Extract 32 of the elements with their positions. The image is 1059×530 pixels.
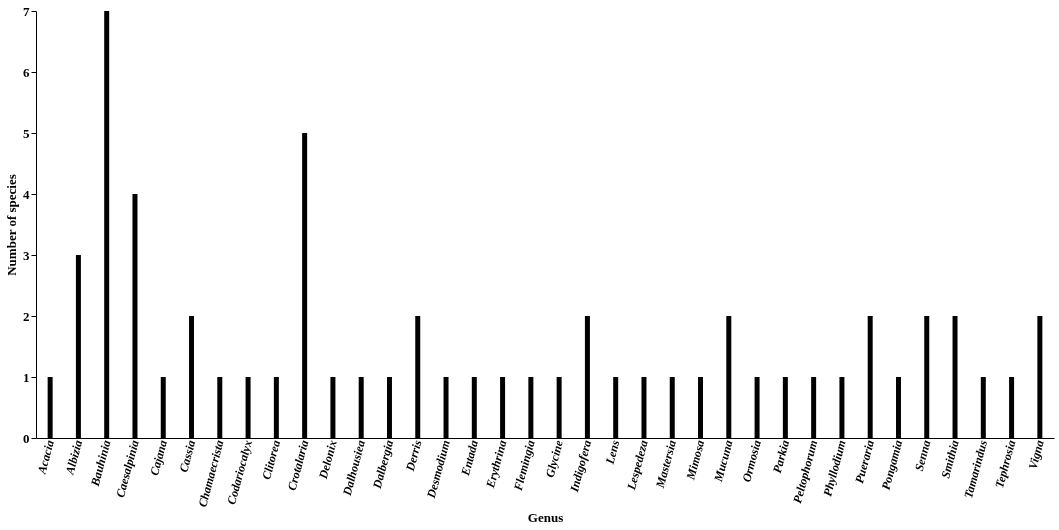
x-tick-label: Mucuna <box>710 438 736 484</box>
x-tick-label: Entada <box>457 438 482 479</box>
x-tick-label: Cassia <box>176 438 199 474</box>
y-tick-label: 2 <box>23 308 30 324</box>
x-tick-label: Mastersia <box>652 438 680 491</box>
x-tick-label: Bauhinia <box>87 438 114 489</box>
x-tick-label: Pongamia <box>878 438 906 492</box>
x-tick-label: Vigna <box>1025 438 1047 471</box>
y-axis-title: Number of species <box>4 174 19 276</box>
x-tick-label: Clitorea <box>259 438 284 481</box>
x-tick-label: Senna <box>911 438 934 473</box>
x-tick-label: Pueraria <box>852 438 877 485</box>
x-tick-label: Dalbergia <box>369 438 397 491</box>
y-tick-label: 7 <box>23 3 30 19</box>
y-tick-label: 0 <box>23 430 30 446</box>
x-tick-label: Derris <box>402 438 425 474</box>
x-tick-label: Cajana <box>147 438 171 478</box>
x-tick-label: Delonix <box>315 438 340 482</box>
x-tick-label: Lens <box>602 438 623 467</box>
x-tick-label: Acacia <box>34 438 57 477</box>
y-tick-label: 4 <box>23 186 30 202</box>
x-tick-label: Albizia <box>62 438 86 477</box>
y-tick-label: 5 <box>23 125 30 141</box>
x-tick-label: Ormosia <box>739 438 764 484</box>
y-tick-label: 6 <box>23 64 30 80</box>
x-tick-label: Parkia <box>769 438 793 475</box>
y-tick-label: 3 <box>23 247 30 263</box>
y-tick-label: 1 <box>23 369 30 385</box>
x-tick-label: Mimosa <box>683 438 708 482</box>
x-axis-title: Genus <box>527 510 564 526</box>
x-tick-label: Glycine <box>542 438 567 480</box>
x-tick-label: Smithia <box>938 438 962 480</box>
